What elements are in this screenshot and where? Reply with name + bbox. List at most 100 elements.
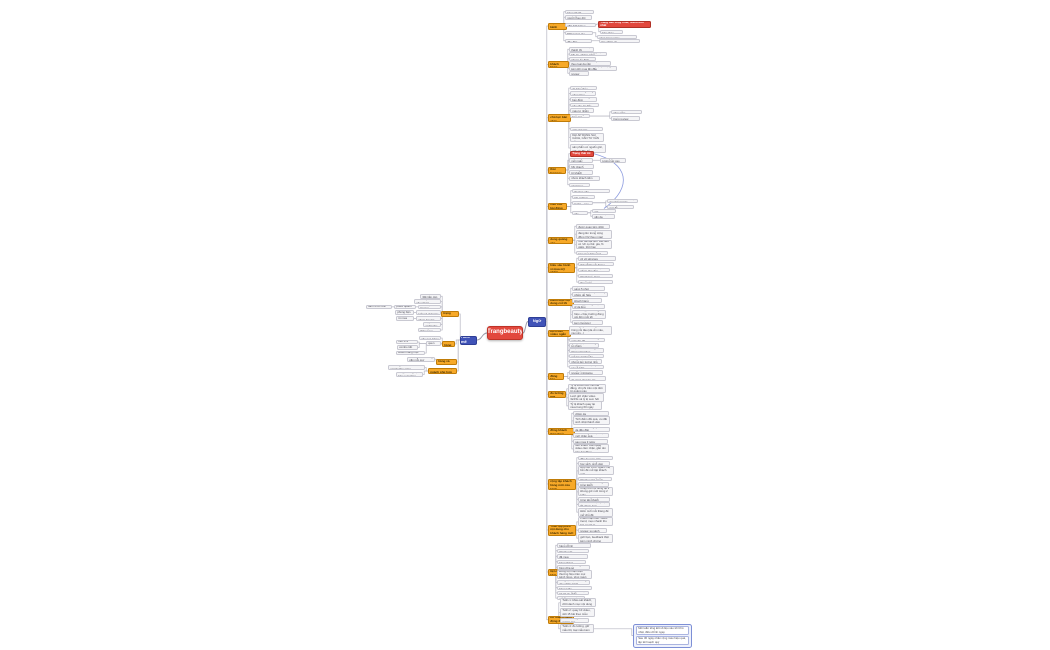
subtopic-s2c5[interactable]: Thích combo tiết kiệm, quà tặng kèm khi … (569, 66, 617, 71)
subtopic-s2c6[interactable]: Mua theo review (569, 71, 589, 76)
subtopic-s5c1[interactable]: Mở đầu bằng vấn đề da thường gặp (572, 188, 610, 193)
section-topic-s12[interactable]: Xây dựng cộng đồng khách thân thiết (548, 427, 575, 435)
section-topic-s9[interactable]: Kịch bản video ngắn (548, 329, 571, 337)
subtopic-s15c5[interactable]: Website đặt hàng và blog chia sẻ (557, 565, 590, 570)
subtopic-s9c5[interactable]: Kết video bằng câu hỏi mở kéo bình luận (569, 353, 604, 359)
section-topic-s14[interactable]: Thiết lập phễu nội dung cho khách hàng m… (548, 524, 576, 536)
subtopic-s13c4[interactable]: Mẫu bài song ngữ cho khách nước ngoài (578, 476, 612, 482)
subtopic-s13c1[interactable]: Mẫu nội dung hướng đến da nam giới (578, 455, 613, 460)
subtopic-s15c8[interactable]: Lên lịch đăng tự động hàng tuần (557, 585, 592, 590)
subtopic-l1c7[interactable]: Sẵn tệp khách thân quen (418, 327, 441, 333)
subtopic-s8c3[interactable]: Review thật từ khách hàng (572, 298, 602, 303)
subtopic-s6c3[interactable]: Các bài đạt đơn cao đều có 'số' cụ thể: … (576, 240, 612, 250)
subtopic-s4c6[interactable]: Cần thêm minigame (569, 182, 590, 187)
subtopic-s5c3a[interactable]: Ảnh thật của khách, xin phép trước (607, 198, 638, 204)
subtopic-s13c8[interactable]: Giữ nhóm hiệu quả, tắt nhóm kém (578, 502, 610, 507)
main-topic-hieume[interactable]: Hiểu mẽ (460, 335, 477, 345)
subtopic-s15c9[interactable]: Phân công người trực trả lời tin nhắn (557, 590, 589, 596)
subtopic-l2c3[interactable]: Chọn kênh theo khách hàng mục tiêu (396, 350, 425, 356)
subtopic-s14c1[interactable]: Phễu nhận biết: video trend, mẹo nhanh t… (578, 517, 613, 527)
callout-item-g1[interactable]: Mỗi tuần tổng kết số liệu vào tối Chủ nh… (636, 626, 689, 635)
subtopic-l1c5a[interactable]: Xu hướng rủ mua chung (396, 316, 414, 321)
subtopic-l2c2a[interactable]: Mua lặp lại mỗi 1–2 tháng (396, 339, 418, 345)
subtopic-s6c2[interactable]: Các xu hướng chăm da đang lên trong cộng… (576, 229, 612, 239)
highlight-topic-r2[interactable]: Trạng thái tốt (570, 150, 594, 157)
main-topic-ngu[interactable]: Ngữ (528, 316, 546, 327)
subtopic-s4c2[interactable]: Bài đăng đều mỗi ngày (569, 158, 593, 163)
subtopic-s3c2[interactable]: Kem chống nắng nâng tông (570, 91, 596, 96)
subtopic-s12c1[interactable]: Nhóm kín chia sẻ routine chăm da (573, 411, 609, 416)
subtopic-s4c2a[interactable]: Khung giờ tối tương tác cao (600, 158, 626, 163)
subtopic-s8c6[interactable]: Video cận cảnh chất kem (texture) (572, 320, 603, 325)
subtopic-s4c5[interactable]: Chưa khai thác hết nhóm khách tiềm năng (569, 176, 600, 181)
subtopic-s2c4[interactable]: Cần cách chọn sản phẩm theo loại da nền (569, 61, 611, 66)
subtopic-s6c4[interactable]: Mẫu caption ngắn kèm icon hiệu quả (576, 250, 608, 256)
subtopic-s3c8[interactable]: NHỮNG PHẢN ỨNG KHI ÁP DỤNG SAI CÁCH, CẦN… (570, 132, 604, 142)
subtopic-s15c7[interactable]: Dùng lại một nội dung cho nhiều kênh (557, 580, 590, 585)
section-topic-s13[interactable]: Trọng tâm 2: mở rộng tập khách hàng mới … (548, 478, 576, 490)
subtopic-s3c6a[interactable]: Phù hợp cho da nhạy cảm (611, 109, 642, 115)
subtopic-s16c4[interactable]: Tuần 4: đo lường, giữ mẫu tốt, loại mẫu … (560, 624, 594, 634)
subtopic-s5c4b[interactable]: Inbox nhận tư vấn da (592, 214, 615, 219)
subtopic-l1c4[interactable]: Nhóm 18–25 tuổi mê skincare (416, 310, 441, 315)
subtopic-s7c4[interactable]: Ghi chú lại từ khóa khách hay dùng (578, 273, 613, 279)
subtopic-s3c3[interactable]: Mặt nạ dưỡng ẩm ban đêm (570, 97, 597, 102)
subtopic-s3c4[interactable]: Combo làm sạch sâu cho da dầu (570, 102, 599, 108)
subtopic-s15c1[interactable]: Fanpage là kênh bán hàng chính (557, 543, 591, 548)
subtopic-s3c6b[interactable]: Được nhắc nhiều trong review (611, 116, 640, 121)
subtopic-s9c4[interactable]: Phụ đề to rõ cho người không bật tiếng (569, 348, 604, 353)
subtopic-s12c3[interactable]: Thử thách 7 ngày chăm da đều đặn (573, 427, 610, 432)
section-topic-s5[interactable]: Cấu trúc bài đăng (548, 203, 567, 210)
subtopic-l3c1[interactable]: Đánh giá nhà cung cấp mỗi quý (407, 357, 435, 362)
subtopic-s9c7[interactable]: Đăng lại mẫu hiệu quả sau 2 tuần (569, 364, 604, 370)
subtopic-l1c4a[interactable]: Nữ văn phòng bận rộn (395, 310, 414, 315)
subtopic-s13c3[interactable]: Hợp tác KOC ngách mẹ bỉm để mở tập khách… (578, 466, 614, 476)
subtopic-s12c5[interactable]: Gửi tin nhắn chăm sóc sau mua 3 ngày (573, 439, 608, 444)
subtopic-s5c3[interactable]: Chèn ảnh trước – sau (572, 200, 593, 205)
subtopic-r1c[interactable]: Mẫu mini size bán chạy (600, 29, 623, 34)
subtopic-l1c6[interactable]: Hợp tác webtretho (423, 322, 441, 327)
subtopic-s3c7[interactable]: Bộ chăm sóc da tối giản 3 bước (570, 126, 603, 131)
section-topic-s2[interactable]: Chân dung khách hàng (548, 61, 569, 68)
subtopic-s13c7[interactable]: Đo lường chi phí cho từng tập khách (578, 497, 610, 502)
subtopic-s15c6[interactable]: Đồng bộ nhận diện thương hiệu trên mọi k… (557, 570, 592, 580)
subtopic-s6c1[interactable]: Mẫu xanh chăm da được quan tâm nhất (576, 224, 610, 229)
subtopic-s5c2[interactable]: Thân bài kể trải nghiệm (572, 194, 595, 199)
subtopic-l1c3b[interactable]: Tệp khách offline sẵn có từ cửa hàng (366, 304, 392, 310)
subtopic-l4c1[interactable]: Chương trình văn mẫu 3 ngách tiềm năng (388, 365, 425, 370)
subtopic-s2c3[interactable]: Thu nhập văn phòng ổn định (569, 56, 596, 61)
section-topic-s3[interactable]: Sản phẩm chủ lực bán chạy (548, 114, 571, 122)
subtopic-s10c2[interactable]: Thứ 7 livestream tư vấn da cùng chuyên g… (569, 376, 606, 381)
subtopic-s13c9[interactable]: Tổng hợp từ khóa tìm kiếm mới mỗi tháng … (578, 507, 613, 517)
subtopic-l1c2[interactable]: Khách quen chủ yếu nữ trẻ (414, 299, 441, 304)
subtopic-s7c1[interactable]: Mẫu khảo sát nhanh khách cũ về skincare (578, 256, 616, 261)
subtopic-s9c1[interactable]: Giữ 3 giây đầu bằng câu hỏi trúng nỗi đa… (569, 325, 612, 335)
subtopic-s14c2[interactable]: Phễu cân nhắc: review, so sánh (578, 528, 607, 533)
subtopic-l1c3a[interactable]: Siêu thị mỹ phẩm quanh vùng (394, 304, 416, 310)
subtopic-s5c4a[interactable]: Ưu đãi trong 24 giờ (592, 208, 616, 213)
section-topic-s4[interactable]: Trạng thái fanpage (548, 166, 566, 174)
subtopic-s1c5a[interactable]: Giữ chân người xem bằng tips chăm da (599, 38, 640, 43)
section-topic-s7[interactable]: Trọng tâm 01: hiểu sâu hành vi mua mỹ ph… (548, 262, 575, 273)
subtopic-s11c3[interactable]: Tỷ lệ khách quay lại mua trong 60 ngày (568, 401, 602, 411)
subtopic-s9c2[interactable]: Mỗi video chỉ nói đúng một vấn đề (569, 337, 605, 343)
subtopic-l2c2b[interactable]: Mua theo combo tiết kiệm (397, 345, 418, 350)
subtopic-s7c3[interactable]: Đọc bình luận hội nhóm làm đẹp (578, 267, 610, 273)
subtopic-s14c3[interactable]: Phễu chốt đơn: ưu đãi giới hạn, feedback… (578, 533, 613, 543)
subtopic-s11c1[interactable]: Tỷ lệ inbox trên mỗi bài đăng, chi phí t… (568, 384, 606, 394)
subtopic-s9c6[interactable]: Dùng nhạc trend nhưng âm lượng nhỏ (569, 359, 602, 364)
section-topic-s8[interactable]: Danh mục nội dung cốt lõi (548, 298, 574, 306)
subtopic-s1c3[interactable]: Mẫu mini chào 150.470 follow (565, 22, 596, 27)
subtopic-s2c1[interactable]: Nữ 18–35 tuổi, thành thị (569, 47, 594, 52)
subtopic-s12c6[interactable]: Mời khách thân quay video cảm nhận, gắn … (573, 444, 609, 454)
highlight-topic-r1[interactable]: Trang bán chạy nhất, nhiều đơn nhất (598, 20, 651, 28)
subtopic-s9c3[interactable]: Quay dọc, ánh sáng tự nhiên (569, 343, 599, 348)
subtopic-s4c3[interactable]: Tin nhắn phản hồi nhanh (569, 164, 594, 169)
subtopic-s3c1[interactable]: Serum phục hồi da bán chạy (570, 85, 597, 91)
subtopic-s8c4[interactable]: Hỏi – đáp cùng dược sĩ da liễu (572, 304, 605, 309)
subtopic-s16c1[interactable]: Tuần 1: khảo sát khách, chốt danh mục nộ… (560, 598, 596, 608)
section-topic-l1[interactable]: Hiện trạng kênh (441, 311, 459, 317)
subtopic-l2c1[interactable]: Chốt đơn chủ yếu qua inbox (419, 335, 441, 341)
section-topic-l4[interactable]: Xem xét và chọn ngách phù hợp (428, 368, 457, 374)
section-topic-l3[interactable]: Nguồn hàng và chứng từ (436, 359, 457, 365)
